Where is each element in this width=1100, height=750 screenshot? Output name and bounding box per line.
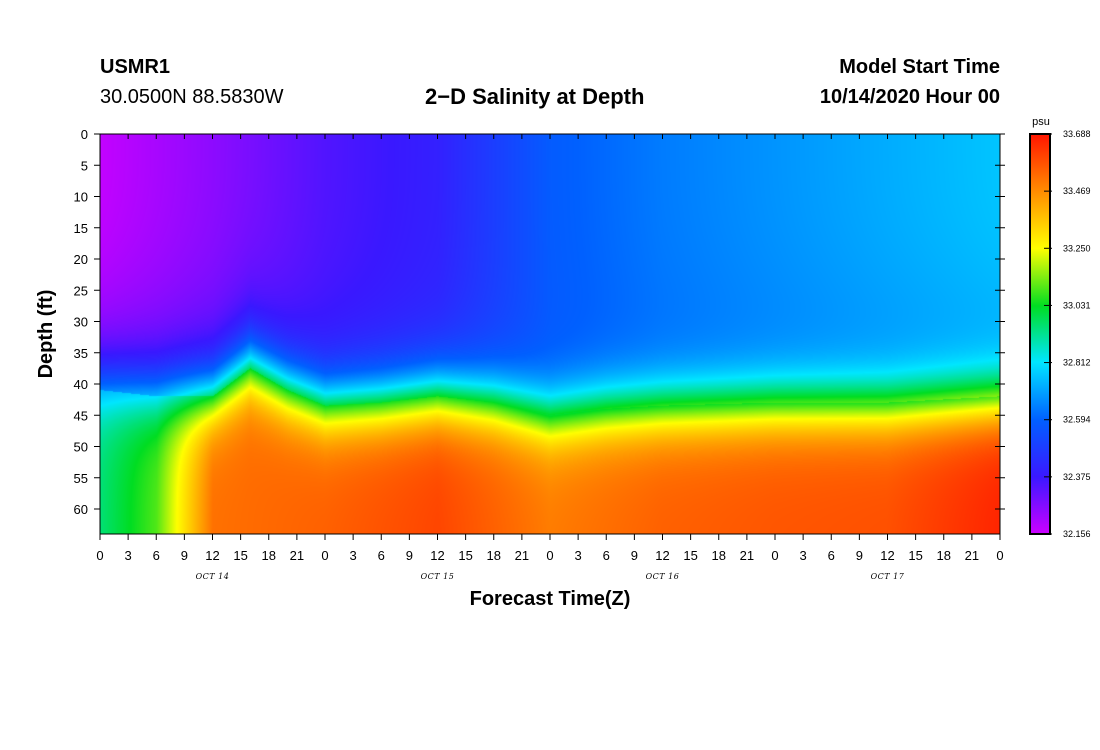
x-tick-label: 12 — [205, 548, 219, 563]
y-tick-label: 40 — [74, 377, 88, 392]
x-tick-label: 21 — [290, 548, 304, 563]
x-tick-label: 21 — [965, 548, 979, 563]
colorbar-tick-label: 33.031 — [1063, 300, 1091, 310]
x-tick-label: 9 — [856, 548, 863, 563]
x-tick-label: 6 — [378, 548, 385, 563]
x-axis-label: Forecast Time(Z) — [470, 588, 631, 610]
station-id: USMR1 — [100, 56, 171, 78]
x-tick-label: 12 — [655, 548, 669, 563]
colorbar-tick-label: 32.812 — [1063, 358, 1091, 368]
y-tick-label: 30 — [74, 315, 88, 330]
colorbar-tick-label: 32.375 — [1063, 472, 1091, 482]
x-tick-label: 12 — [430, 548, 444, 563]
x-tick-label: 15 — [458, 548, 472, 563]
x-tick-label: 9 — [631, 548, 638, 563]
colorbar-unit: psu — [1032, 116, 1050, 128]
y-tick-label: 55 — [74, 471, 88, 486]
day-label: OCT 15 — [421, 572, 455, 581]
colorbar-tick-label: 32.594 — [1063, 415, 1091, 425]
colorbar-tick-label: 33.688 — [1063, 129, 1091, 139]
day-label: OCT 16 — [646, 572, 680, 581]
model-start-label: Model Start Time — [839, 56, 1000, 78]
y-axis-label: Depth (ft) — [35, 290, 57, 379]
y-tick-label: 15 — [74, 221, 88, 236]
day-label: OCT 17 — [871, 572, 905, 581]
x-tick-label: 18 — [262, 548, 276, 563]
y-tick-label: 20 — [74, 252, 88, 267]
x-tick-label: 18 — [487, 548, 501, 563]
y-tick-label: 25 — [74, 283, 88, 298]
station-coordinates: 30.0500N 88.5830W — [100, 86, 284, 108]
day-label: OCT 14 — [196, 572, 230, 581]
model-start-value: 10/14/2020 Hour 00 — [819, 86, 1000, 108]
x-tick-label: 6 — [153, 548, 160, 563]
x-tick-label: 21 — [740, 548, 754, 563]
x-tick-label: 3 — [800, 548, 807, 563]
x-tick-label: 0 — [321, 548, 328, 563]
chart-title: 2−D Salinity at Depth — [425, 84, 645, 109]
y-tick-label: 35 — [74, 346, 88, 361]
x-tick-label: 15 — [683, 548, 697, 563]
colorbar-tick-label: 33.469 — [1063, 186, 1091, 196]
x-tick-label: 9 — [406, 548, 413, 563]
x-tick-label: 0 — [546, 548, 553, 563]
x-tick-label: 6 — [828, 548, 835, 563]
colorbar-tick-label: 33.250 — [1063, 243, 1091, 253]
x-tick-label: 18 — [712, 548, 726, 563]
x-tick-label: 3 — [350, 548, 357, 563]
colorbar — [1029, 133, 1051, 535]
y-tick-label: 5 — [81, 158, 88, 173]
y-tick-label: 10 — [74, 190, 88, 205]
x-tick-label: 0 — [771, 548, 778, 563]
heatmap-field — [100, 134, 1000, 534]
x-tick-label: 21 — [515, 548, 529, 563]
x-tick-label: 18 — [937, 548, 951, 563]
x-tick-label: 3 — [125, 548, 132, 563]
x-tick-label: 0 — [96, 548, 103, 563]
y-tick-label: 45 — [74, 408, 88, 423]
x-tick-label: 15 — [908, 548, 922, 563]
x-tick-label: 0 — [996, 548, 1003, 563]
y-tick-label: 50 — [74, 440, 88, 455]
x-tick-label: 15 — [233, 548, 247, 563]
x-tick-label: 12 — [880, 548, 894, 563]
x-tick-label: 9 — [181, 548, 188, 563]
colorbar-tick-label: 32.156 — [1063, 529, 1091, 539]
x-tick-label: 6 — [603, 548, 610, 563]
y-tick-label: 60 — [74, 502, 88, 517]
x-tick-label: 3 — [575, 548, 582, 563]
y-tick-label: 0 — [81, 127, 88, 142]
